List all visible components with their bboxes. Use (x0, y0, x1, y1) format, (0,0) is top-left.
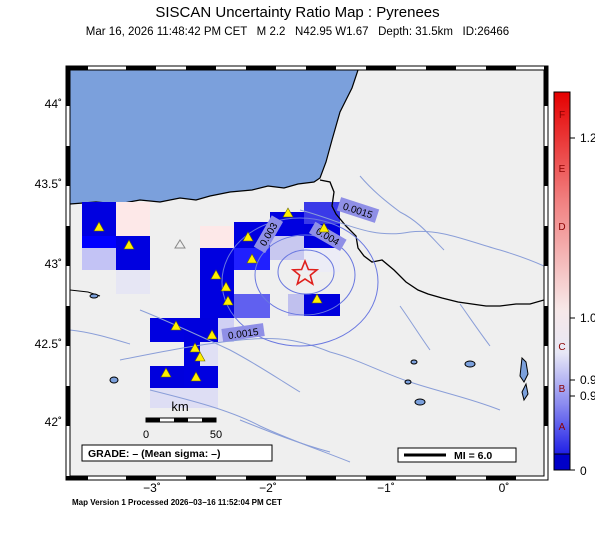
grade-label: E (559, 164, 566, 175)
svg-text:0˚: 0˚ (499, 481, 510, 495)
grade-label: C (558, 342, 565, 353)
svg-text:−2˚: −2˚ (259, 481, 277, 495)
contours (221, 217, 379, 347)
map-frame (65, 65, 549, 481)
svg-text:GRADE: – (Mean sigma: –): GRADE: – (Mean sigma: –) (88, 448, 220, 460)
lon-labels: −3˚ −2˚ −1˚ 0˚ (143, 481, 509, 495)
svg-text:0.9: 0.9 (580, 373, 595, 387)
svg-text:42.5˚: 42.5˚ (35, 337, 62, 351)
svg-text:44˚: 44˚ (45, 97, 62, 111)
map-title: SISCAN Uncertainty Ratio Map : Pyrenees (155, 4, 440, 21)
grade-label: D (558, 222, 565, 233)
svg-text:0: 0 (580, 464, 587, 478)
svg-text:43.5˚: 43.5˚ (35, 177, 62, 191)
grade-label: A (559, 422, 566, 433)
svg-text:−3˚: −3˚ (143, 481, 161, 495)
grade-box: GRADE: – (Mean sigma: –) (81, 444, 273, 462)
svg-text:50: 50 (210, 429, 222, 441)
triangle-icon (190, 371, 202, 382)
triangle-icon (242, 231, 254, 242)
svg-text:−1˚: −1˚ (377, 481, 395, 495)
sea-area (70, 70, 358, 204)
triangle-icon (311, 293, 323, 304)
stations (93, 207, 330, 382)
svg-text:MI = 6.0: MI = 6.0 (454, 450, 492, 462)
triangle-icon (170, 320, 182, 331)
triangle-icon (220, 281, 232, 292)
svg-text:0.9: 0.9 (580, 389, 595, 403)
svg-text:1.2: 1.2 (580, 131, 595, 145)
triangle-icon (206, 329, 218, 340)
lat-labels: 44˚ 43.5˚ 43˚ 42.5˚ 42˚ (35, 97, 62, 429)
triangle-icon (123, 239, 135, 250)
scale-bar: km 0 50 (143, 399, 222, 441)
triangle-icon (210, 269, 222, 280)
triangle-icon (318, 222, 330, 233)
contour-label: 0.0015 (227, 327, 259, 342)
triangle-icon (246, 253, 258, 264)
svg-text:1.0: 1.0 (580, 311, 595, 325)
svg-text:km: km (171, 399, 188, 414)
svg-text:43˚: 43˚ (45, 257, 62, 271)
grade-label: F (559, 110, 565, 121)
grade-label: B (559, 384, 566, 395)
star-icon (290, 258, 320, 286)
colorbar: F E D C B A 1.2 1.0 0.9 0.9 0 (553, 91, 595, 478)
footer-note: Map Version 1 Processed 2026−03−16 11:52… (72, 498, 282, 507)
triangle-icon (282, 207, 294, 218)
svg-text:0: 0 (143, 429, 149, 441)
map-subtitle: Mar 16, 2026 11:48:42 PM CET M 2.2 N42.9… (85, 26, 510, 38)
mi-box: MI = 6.0 (397, 447, 517, 463)
triangle-icon (189, 342, 201, 353)
triangle-icon (222, 295, 234, 306)
triangle-icon (160, 367, 172, 378)
triangle-icon (194, 351, 206, 362)
svg-text:42˚: 42˚ (45, 415, 62, 429)
triangle-icon (174, 239, 186, 249)
country-border (319, 179, 544, 307)
triangle-icon (93, 221, 105, 232)
